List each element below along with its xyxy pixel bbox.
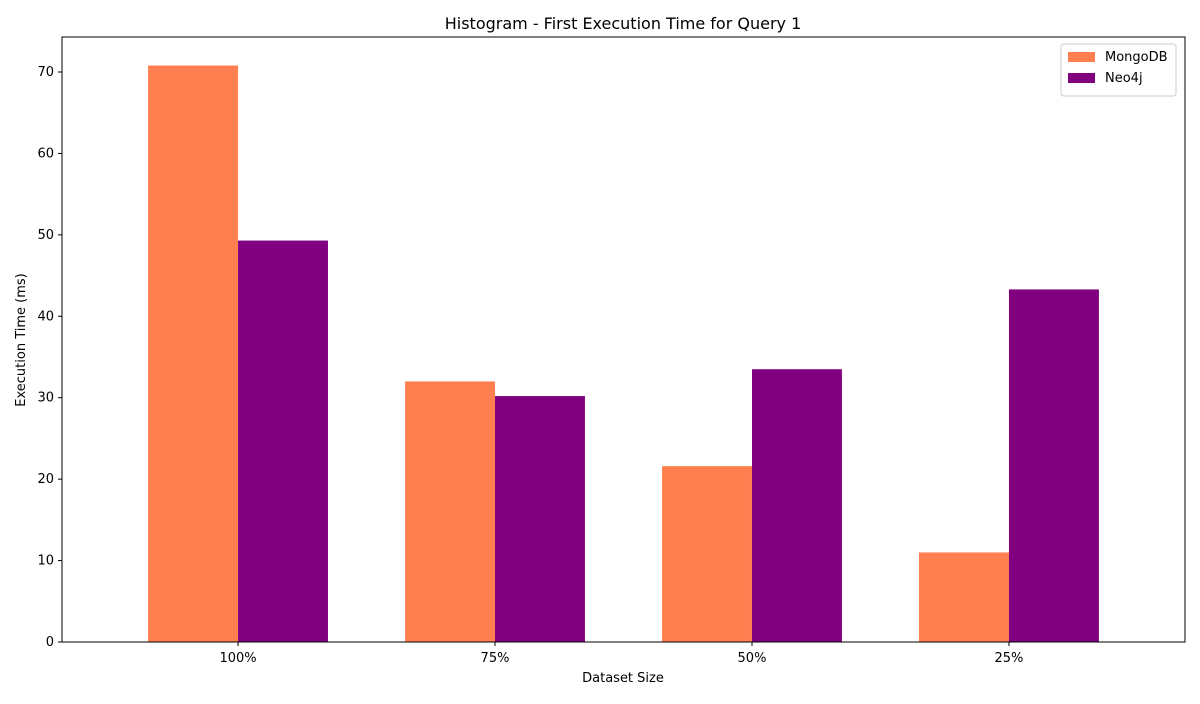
x-tick-label: 75% xyxy=(481,651,510,666)
y-tick-label: 10 xyxy=(37,554,54,569)
x-tick-label: 50% xyxy=(738,651,767,666)
y-axis-label: Execution Time (ms) xyxy=(14,273,29,406)
legend-swatch-neo4j xyxy=(1068,73,1095,83)
y-tick-label: 20 xyxy=(37,472,54,487)
legend-swatch-mongodb xyxy=(1068,52,1095,62)
plot-area: 0 10 20 30 40 50 60 70 100% 75% 50% 25% xyxy=(37,36,1186,666)
x-tick-label: 100% xyxy=(219,651,256,666)
y-tick-label: 70 xyxy=(37,65,54,80)
y-tick-label: 50 xyxy=(37,228,54,243)
bar-neo4j-3 xyxy=(1008,289,1099,642)
chart-title: Histogram - First Execution Time for Que… xyxy=(445,14,802,33)
bar-neo4j-0 xyxy=(238,240,328,642)
bar-neo4j-1 xyxy=(495,396,585,642)
x-axis-label: Dataset Size xyxy=(582,671,664,686)
legend-label-neo4j: Neo4j xyxy=(1105,71,1143,86)
plot-frame xyxy=(61,36,1186,643)
legend: MongoDB Neo4j xyxy=(1060,43,1177,97)
x-tick-label: 25% xyxy=(995,651,1024,666)
y-tick-label: 30 xyxy=(37,391,54,406)
bar-mongodb-2 xyxy=(662,466,752,642)
y-tick-label: 60 xyxy=(37,146,54,161)
y-tick-label: 0 xyxy=(46,635,54,650)
bar-mongodb-0 xyxy=(148,65,239,642)
bar-mongodb-3 xyxy=(919,552,1009,642)
legend-label-mongodb: MongoDB xyxy=(1105,50,1168,65)
bar-neo4j-2 xyxy=(751,369,842,642)
y-tick-label: 40 xyxy=(37,309,54,324)
bar-mongodb-1 xyxy=(405,381,496,642)
